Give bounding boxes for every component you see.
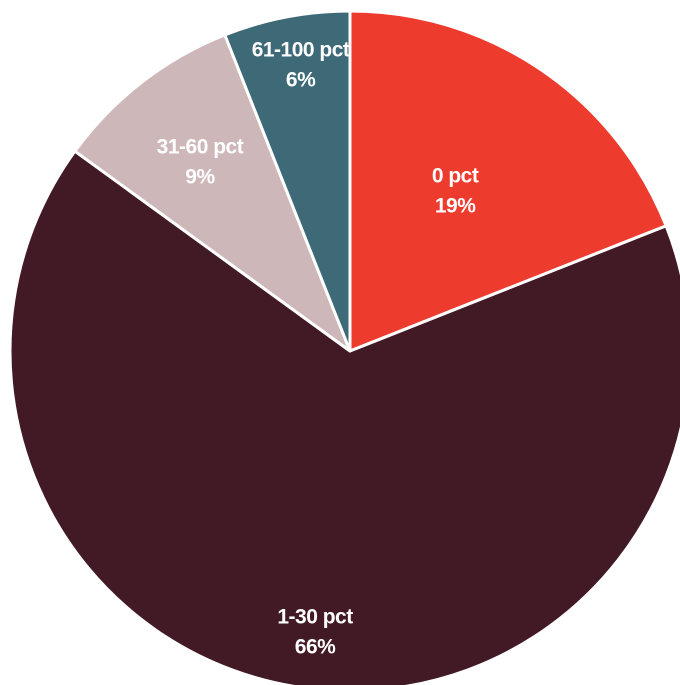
slice-value-label: 6% (286, 68, 316, 91)
slice-label-31-60-pct: 31-60 pct 9% (157, 136, 244, 189)
pie-slice-61-100-pct (223, 9, 352, 353)
slice-value-label: 9% (185, 166, 215, 189)
pie-slice-0-pct (348, 9, 668, 353)
pie-slice-31-60-pct (73, 33, 352, 353)
slice-label-61-100-pct: 61-100 pct 6% (252, 38, 350, 91)
slice-category-label: 31-60 pct (157, 136, 244, 159)
slice-value-label: 19% (435, 194, 476, 217)
slice-label-0-pct: 0 pct 19% (432, 164, 479, 217)
slice-label-1-30-pct: 1-30 pct 66% (277, 606, 353, 659)
slice-value-label: 66% (295, 636, 336, 659)
slice-category-label: 0 pct (432, 164, 479, 187)
pie-slice-1-30-pct (8, 149, 680, 685)
slice-category-label: 61-100 pct (252, 38, 350, 61)
pie-labels: 0 pct 19% 1-30 pct 66% 31-60 pct 9% 61-100 pct… (157, 38, 480, 659)
pie-slices (8, 9, 680, 685)
slice-category-label: 1-30 pct (277, 606, 353, 629)
